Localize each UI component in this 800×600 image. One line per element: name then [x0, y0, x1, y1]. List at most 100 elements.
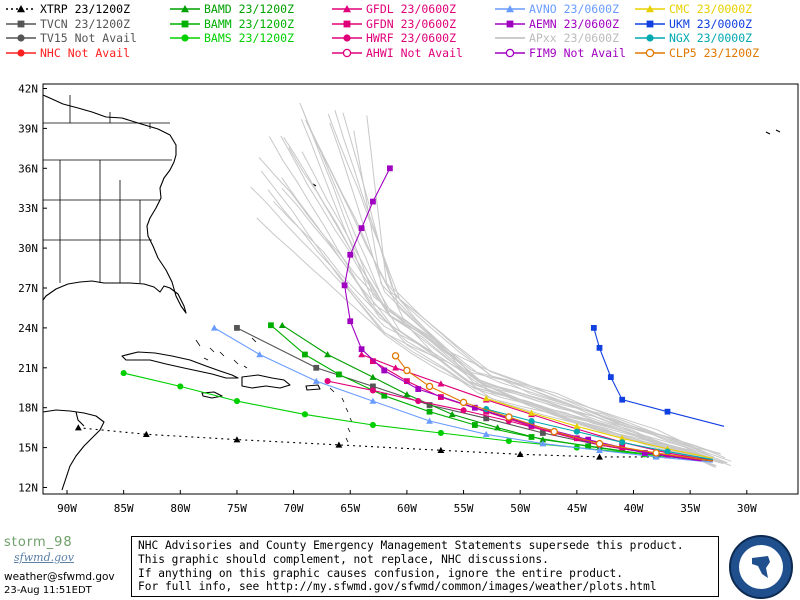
track-point: [482, 394, 490, 402]
legend-label: APxx 23/0600Z: [529, 31, 620, 45]
track-clp5: [391, 352, 713, 462]
track-point: [369, 387, 376, 394]
legend-swatch-icon: [170, 34, 200, 42]
longitude-label: 50W: [510, 502, 530, 515]
track-point: [256, 351, 264, 358]
longitude-label: 75W: [227, 502, 247, 515]
model-legend: XTRP 23/1200Z TVCN 23/1200Z TV15 Not Avail…: [0, 0, 800, 62]
track-point: [358, 225, 365, 232]
track-point: [370, 198, 376, 205]
track-point: [392, 364, 399, 371]
legend-label: NHC Not Avail: [40, 45, 131, 60]
state-borders: [43, 95, 172, 283]
track-point: [268, 322, 274, 329]
track-point: [391, 352, 400, 360]
longitude-label: 40W: [624, 502, 644, 515]
cuba-outline: [121, 351, 239, 379]
track-point: [370, 358, 376, 365]
legend-swatch-icon: [6, 20, 36, 27]
track-point: [369, 397, 377, 404]
track-point: [426, 408, 433, 415]
track-point: [596, 344, 603, 351]
track-point: [664, 408, 671, 415]
longitude-label: 30W: [737, 502, 757, 515]
legend-marker: [342, 48, 352, 57]
legend-swatch-icon: [170, 20, 200, 27]
latitude-label: 39N: [18, 122, 38, 135]
brand-site-logo: sfwmd.gov: [14, 551, 74, 564]
track-point: [539, 430, 546, 436]
legend-entry: TVCN 23/1200Z: [4, 17, 130, 31]
track-point: [483, 415, 490, 422]
ensemble-track: [280, 135, 712, 460]
track-point: [415, 386, 422, 392]
legend-marker: [17, 20, 25, 27]
longitude-label: 55W: [454, 502, 474, 515]
legend-entry: BAMS 23/1200Z: [168, 31, 294, 45]
map-frame: [42, 83, 799, 495]
track-point: [335, 441, 343, 448]
track-point: [415, 397, 422, 405]
track-point: [233, 436, 241, 443]
legend-label: FIM9 Not Avail: [529, 45, 626, 60]
disclaimer-line: This graphic should complement, not repl…: [138, 552, 549, 566]
legend-label: BAMD 23/1200Z: [204, 2, 295, 16]
legend-entry: HWRF 23/0600Z: [330, 31, 456, 45]
longitude-label: 45W: [567, 502, 587, 515]
latitude-label: 12N: [18, 482, 38, 495]
latitude-label: 24N: [18, 322, 38, 335]
track-point: [494, 424, 501, 431]
track-point: [573, 428, 580, 435]
legend-entry: GFDN 23/0600Z: [330, 17, 456, 31]
track-point: [278, 321, 286, 328]
legend-swatch-icon: [170, 5, 200, 13]
track-point: [505, 437, 512, 445]
track-line: [270, 324, 713, 462]
track-line: [486, 397, 713, 459]
timestamp: 23-Aug 11:51EDT: [4, 585, 92, 596]
legend-swatch-icon: [495, 5, 525, 13]
legend-entry: BAMM 23/1200Z: [168, 17, 294, 31]
track-point: [381, 392, 388, 399]
track-point: [528, 409, 535, 416]
track-point: [516, 450, 524, 457]
ensemble-track: [305, 119, 718, 454]
track-point: [652, 449, 660, 457]
track-point: [426, 402, 433, 408]
hispaniola-outline: [241, 374, 291, 389]
track-point: [210, 324, 218, 331]
track-point: [437, 446, 445, 453]
latitude-label: 36N: [18, 162, 38, 175]
legend-swatch-icon: [495, 20, 525, 27]
legend-swatch-icon: [635, 20, 665, 27]
legend-marker: [17, 34, 25, 42]
track-line: [214, 327, 713, 463]
legend-swatch-icon: [332, 20, 362, 27]
track-point: [619, 396, 626, 403]
track-point: [233, 397, 241, 405]
track-line: [486, 408, 713, 461]
track-point: [596, 446, 603, 453]
track-point: [528, 434, 535, 440]
track-point: [358, 346, 365, 353]
track-point: [369, 421, 376, 429]
longitude-label: 60W: [397, 502, 417, 515]
cape-verde: [765, 129, 781, 135]
legend-swatch-icon: [6, 34, 36, 42]
legend-swatch-icon: [6, 48, 36, 57]
legend-label: TVCN 23/1200Z: [40, 16, 131, 31]
legend-swatch-icon: [332, 5, 362, 13]
track-point: [142, 430, 150, 438]
track-ukm: [590, 325, 725, 427]
bermuda: [312, 183, 317, 187]
ensemble-track: [258, 157, 714, 458]
track-point: [459, 398, 468, 407]
legend-swatch-icon: [332, 48, 362, 57]
longitude-label: 65W: [340, 502, 360, 515]
disclaimer-line: For full info, see http://my.sfwmd.gov/s…: [138, 580, 657, 594]
track-point: [324, 378, 331, 385]
legend-marker: [645, 48, 655, 57]
track-point: [369, 373, 377, 380]
track-point: [381, 367, 388, 374]
hurricane-track-map: 42N 39N 36N 33N 30N 27N 24N 21N 18N 15N 12N 90W 85W…: [18, 83, 799, 515]
